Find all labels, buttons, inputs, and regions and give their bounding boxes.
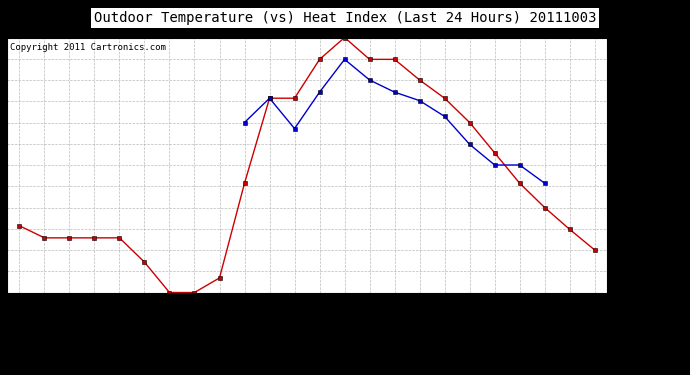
Text: Copyright 2011 Cartronics.com: Copyright 2011 Cartronics.com <box>10 43 166 52</box>
Text: Outdoor Temperature (vs) Heat Index (Last 24 Hours) 20111003: Outdoor Temperature (vs) Heat Index (Las… <box>94 11 596 25</box>
